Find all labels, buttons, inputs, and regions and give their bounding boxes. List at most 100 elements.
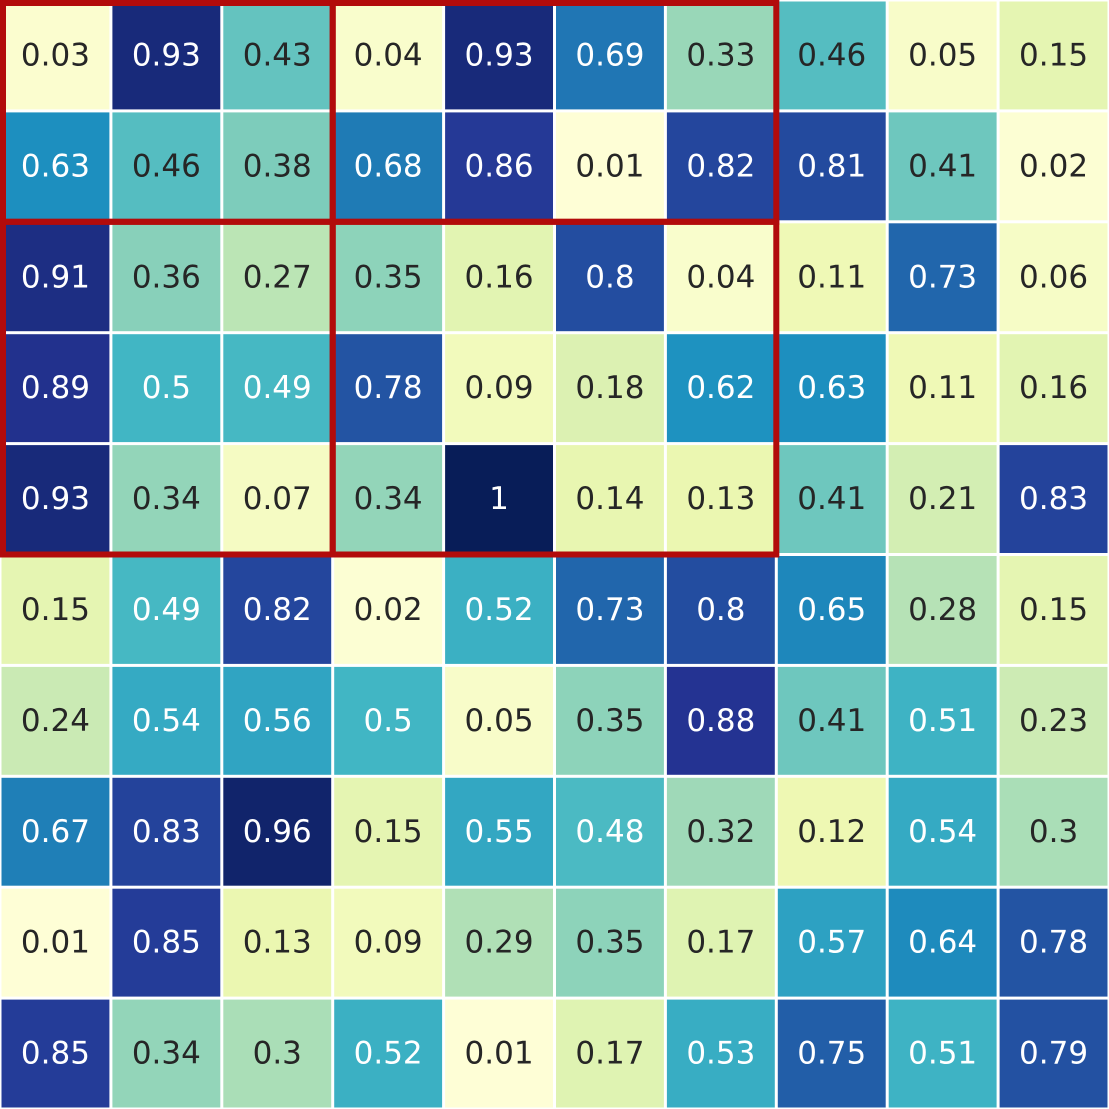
heatmap-cell-label: 0.64 (908, 925, 977, 961)
heatmap-cell (777, 777, 886, 886)
heatmap-cell-label: 0.93 (132, 37, 201, 73)
heatmap-cell-label: 0.15 (1019, 37, 1088, 73)
heatmap-cell (999, 223, 1108, 332)
heatmap-cell-label: 0.06 (1019, 259, 1088, 295)
heatmap-cell (223, 1, 332, 110)
heatmap-cell-label: 0.18 (575, 370, 644, 406)
heatmap-cell (556, 666, 664, 775)
heatmap-cell-label: 0.12 (797, 814, 866, 850)
heatmap-cell-label: 0.43 (243, 37, 312, 73)
heatmap-cell (223, 666, 332, 775)
heatmap-cell-label: 0.83 (1019, 481, 1088, 517)
heatmap-cell-label: 0.33 (686, 37, 755, 73)
heatmap-cell (666, 777, 775, 886)
heatmap-cell-label: 0.34 (354, 481, 423, 517)
heatmap-cell (445, 556, 553, 664)
heatmap-cell-label: 0.54 (908, 814, 977, 850)
heatmap-cell (888, 1, 997, 110)
heatmap-cell (223, 223, 332, 332)
heatmap-cell-label: 0.16 (465, 259, 534, 295)
heatmap-cell (1, 999, 110, 1108)
heatmap-cell (666, 112, 775, 221)
heatmap-cell-label: 0.8 (696, 592, 745, 628)
heatmap-cell-label: 0.41 (797, 703, 866, 739)
heatmap-cell (112, 112, 221, 221)
heatmap-cell (888, 999, 997, 1108)
heatmap-cell (888, 334, 997, 443)
heatmap-cell (556, 223, 664, 332)
heatmap-cell (445, 666, 553, 775)
heatmap-cell (666, 1, 775, 110)
heatmap-cell-label: 0.13 (686, 481, 755, 517)
heatmap-cell-label: 0.46 (797, 37, 866, 73)
heatmap-cell (1, 334, 110, 443)
heatmap-cell (666, 445, 775, 553)
heatmap-cell (112, 556, 221, 664)
heatmap-cell (888, 888, 997, 997)
heatmap-cell (1, 888, 110, 997)
heatmap-cell (1, 445, 110, 553)
heatmap-cell (334, 334, 443, 443)
heatmap-cell (777, 666, 886, 775)
heatmap-cell-label: 0.85 (21, 1036, 90, 1072)
heatmap-cell-label: 0.63 (797, 370, 866, 406)
heatmap-cell-label: 0.73 (575, 592, 644, 628)
heatmap-cell (112, 888, 221, 997)
heatmap-cell-label: 0.14 (575, 481, 644, 517)
heatmap-cell-label: 0.79 (1019, 1036, 1088, 1072)
heatmap-cell (556, 112, 664, 221)
heatmap-cell-label: 0.11 (797, 259, 866, 295)
heatmap-cell (999, 666, 1108, 775)
heatmap-cell (112, 777, 221, 886)
heatmap-cell (777, 445, 886, 553)
heatmap-cell (888, 666, 997, 775)
heatmap-cell (999, 445, 1108, 553)
heatmap-cell-label: 0.46 (132, 148, 201, 184)
heatmap-cell-label: 0.05 (465, 703, 534, 739)
heatmap-cell (1, 112, 110, 221)
heatmap-cell (334, 445, 443, 553)
heatmap-cell-label: 0.16 (1019, 370, 1088, 406)
heatmap-cell-label: 1 (489, 481, 509, 517)
heatmap-cell (556, 888, 664, 997)
heatmap-cell-label: 0.51 (908, 703, 977, 739)
heatmap-cell (445, 999, 553, 1108)
heatmap-cell (334, 999, 443, 1108)
heatmap-cell-label: 0.29 (465, 925, 534, 961)
heatmap-cell-label: 0.55 (465, 814, 534, 850)
heatmap-cell (999, 1, 1108, 110)
heatmap-cell-label: 0.3 (1029, 814, 1078, 850)
heatmap-cell (888, 556, 997, 664)
heatmap-cell-label: 0.34 (132, 481, 201, 517)
heatmap-cell-label: 0.01 (575, 148, 644, 184)
heatmap-cell-label: 0.41 (908, 148, 977, 184)
heatmap-cell-label: 0.15 (354, 814, 423, 850)
heatmap-cell-label: 0.51 (908, 1036, 977, 1072)
heatmap-cell (1, 223, 110, 332)
heatmap-cell (1, 666, 110, 775)
heatmap-cell (334, 666, 443, 775)
heatmap-cell (777, 1, 886, 110)
heatmap-cell-label: 0.82 (243, 592, 312, 628)
heatmap-cell-label: 0.69 (575, 37, 644, 73)
heatmap-cell-label: 0.01 (465, 1036, 534, 1072)
heatmap-cell (777, 888, 886, 997)
heatmap-cell-label: 0.05 (908, 37, 977, 73)
heatmap-cell-label: 0.35 (575, 925, 644, 961)
heatmap-cell-label: 0.53 (686, 1036, 755, 1072)
heatmap-cell-label: 0.09 (465, 370, 534, 406)
heatmap-cell-label: 0.49 (243, 370, 312, 406)
heatmap-cell-label: 0.23 (1019, 703, 1088, 739)
heatmap-cell (556, 777, 664, 886)
heatmap-cell (445, 334, 553, 443)
heatmap-cell-label: 0.5 (363, 703, 412, 739)
heatmap-cell-label: 0.8 (585, 259, 634, 295)
heatmap-cell (777, 223, 886, 332)
heatmap-cell-label: 0.78 (1019, 925, 1088, 961)
heatmap-cell (334, 777, 443, 886)
heatmap-cell (556, 445, 664, 553)
heatmap-cell (112, 445, 221, 553)
heatmap-cell (112, 1, 221, 110)
heatmap-cell (777, 999, 886, 1108)
